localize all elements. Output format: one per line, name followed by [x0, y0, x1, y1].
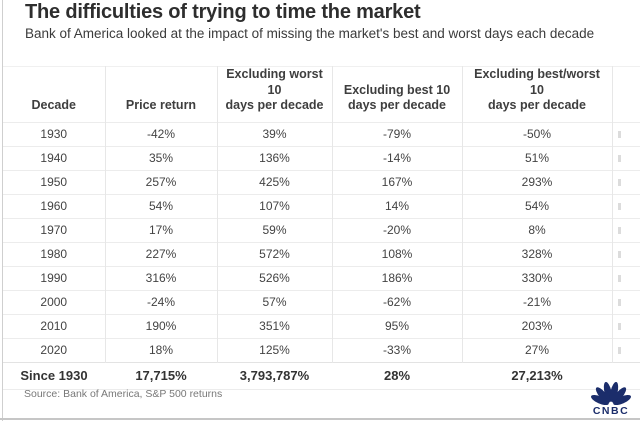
returns-table: Decade Price return Excluding worst 10 day…	[3, 66, 640, 390]
table-cell: 57%	[217, 289, 333, 315]
table-row: 2010 190% 351% 95% 203%	[3, 313, 640, 339]
table-cell: 316%	[105, 265, 218, 291]
table-cell: 227%	[105, 241, 218, 267]
clipped-edge-cell	[612, 169, 640, 195]
table-row: 1980 227% 572% 108% 328%	[3, 241, 640, 267]
column-header: Excluding best/worst 10 days per decade	[462, 66, 613, 123]
table-cell: 2000	[3, 289, 106, 315]
footer-cell: 17,715%	[105, 361, 217, 390]
table-row: 2020 18% 125% -33% 27%	[3, 337, 640, 363]
table-cell: 167%	[332, 169, 463, 195]
table-row: 1990 316% 526% 186% 330%	[3, 265, 640, 291]
table-cell: 1970	[3, 217, 106, 243]
table-row: 1940 35% 136% -14% 51%	[3, 145, 640, 171]
table-cell: 257%	[105, 169, 218, 195]
table-cell: 8%	[462, 217, 613, 243]
table-cell: 351%	[217, 313, 333, 339]
table-cell: 203%	[462, 313, 613, 339]
table-cell: -42%	[105, 121, 218, 147]
table-row: 2000 -24% 57% -62% -21%	[3, 289, 640, 315]
footer-row: Since 1930 17,715% 3,793,787% 28% 27,213%	[3, 361, 640, 390]
table-cell: 330%	[462, 265, 613, 291]
table-row: 1960 54% 107% 14% 54%	[3, 193, 640, 219]
table-cell: 107%	[217, 193, 333, 219]
window-bottom-border	[0, 418, 640, 420]
table-footer: Since 1930 17,715% 3,793,787% 28% 27,213%	[3, 361, 640, 390]
footer-cell: 27,213%	[462, 361, 612, 390]
table-cell: 95%	[332, 313, 463, 339]
table-cell: -14%	[332, 145, 463, 171]
source-note: Source: Bank of America, S&P 500 returns	[24, 388, 223, 400]
table-header: Decade Price return Excluding worst 10 day…	[3, 66, 640, 123]
column-header: Excluding best 10 days per decade	[332, 66, 463, 123]
page-title: The difficulties of trying to time the m…	[25, 1, 421, 23]
table-cell: 17%	[105, 217, 218, 243]
header-row: Decade Price return Excluding worst 10 day…	[3, 66, 640, 123]
table-cell: -33%	[332, 337, 463, 363]
clipped-edge-cell	[612, 67, 640, 123]
column-header: Price return	[105, 66, 218, 123]
page-subtitle: Bank of America looked at the impact of …	[25, 26, 595, 41]
table-cell: 27%	[462, 337, 613, 363]
clipped-edge-cell	[612, 241, 640, 267]
clipped-edge-cell	[612, 265, 640, 291]
table-cell: -79%	[332, 121, 463, 147]
table-cell: 14%	[332, 193, 463, 219]
clipped-edge-cell	[612, 193, 640, 219]
table-cell: 1980	[3, 241, 106, 267]
table-body: 1930 -42% 39% -79% -50% 1940 35% 136% -14% 51% 195…	[3, 121, 640, 363]
peacock-icon	[591, 381, 631, 405]
table-cell: 1960	[3, 193, 106, 219]
clipped-edge-cell	[612, 313, 640, 339]
cnbc-logo: CNBC	[587, 381, 635, 417]
table-row: 1930 -42% 39% -79% -50%	[3, 121, 640, 147]
footer-cell: 3,793,787%	[217, 361, 332, 390]
clipped-edge-cell	[612, 337, 640, 363]
table-cell: 136%	[217, 145, 333, 171]
table-row: 1970 17% 59% -20% 8%	[3, 217, 640, 243]
table-cell: 125%	[217, 337, 333, 363]
table-cell: -24%	[105, 289, 218, 315]
table-cell: 51%	[462, 145, 613, 171]
clipped-edge-cell	[612, 289, 640, 315]
table-cell: -21%	[462, 289, 613, 315]
column-header: Decade	[3, 66, 106, 123]
table-cell: -50%	[462, 121, 613, 147]
table-cell: 59%	[217, 217, 333, 243]
table-cell: 18%	[105, 337, 218, 363]
table-cell: 108%	[332, 241, 463, 267]
table-cell: 1950	[3, 169, 106, 195]
table-cell: 35%	[105, 145, 218, 171]
table-cell: 1930	[3, 121, 106, 147]
table-cell: 186%	[332, 265, 463, 291]
table-cell: 425%	[217, 169, 333, 195]
cnbc-logo-text: CNBC	[592, 404, 630, 417]
footer-cell: Since 1930	[3, 361, 105, 390]
column-header: Excluding worst 10 days per decade	[217, 66, 333, 123]
table-cell: 190%	[105, 313, 218, 339]
clipped-edge-cell	[612, 121, 640, 147]
table-cell: 1940	[3, 145, 106, 171]
window-left-border	[2, 0, 3, 421]
table-cell: 54%	[462, 193, 613, 219]
clipped-edge-cell	[612, 217, 640, 243]
table-cell: 2020	[3, 337, 106, 363]
table-cell: -20%	[332, 217, 463, 243]
table-cell: 526%	[217, 265, 333, 291]
table-cell: -62%	[332, 289, 463, 315]
table-cell: 39%	[217, 121, 333, 147]
footer-cell: 28%	[332, 361, 462, 390]
table-cell: 328%	[462, 241, 613, 267]
table-cell: 54%	[105, 193, 218, 219]
table-cell: 2010	[3, 313, 106, 339]
table-row: 1950 257% 425% 167% 293%	[3, 169, 640, 195]
table-cell: 572%	[217, 241, 333, 267]
table-cell: 293%	[462, 169, 613, 195]
clipped-edge-cell	[612, 145, 640, 171]
table-cell: 1990	[3, 265, 106, 291]
